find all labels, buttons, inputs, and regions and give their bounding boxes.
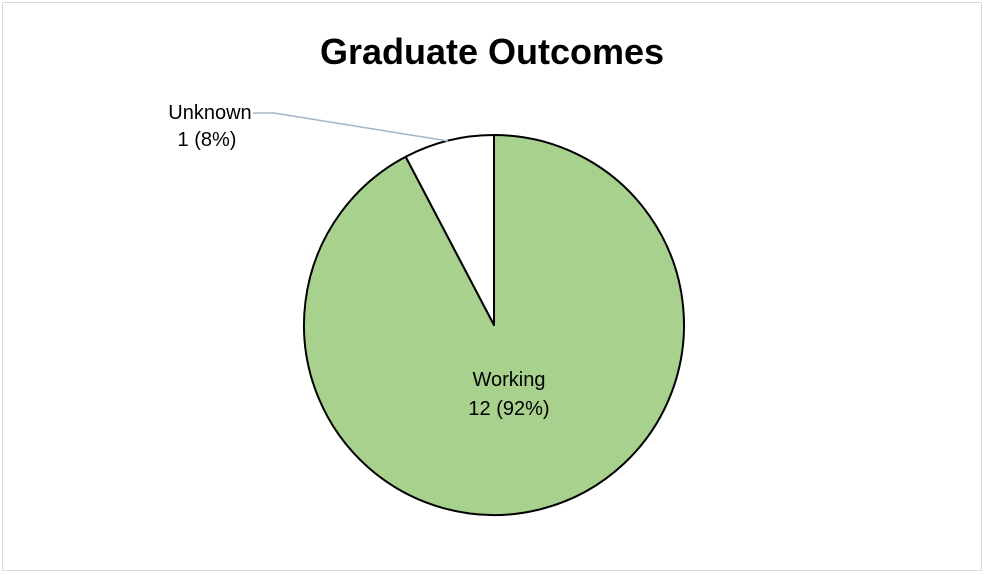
working-slice-label: Working [473, 369, 546, 391]
unknown-slice-label: Unknown [168, 102, 251, 124]
unknown-leader-line-segment [273, 112, 449, 142]
working-slice-value: 12 (92%) [468, 398, 549, 420]
chart-title: Graduate Outcomes [319, 31, 665, 72]
unknown-slice-value: 1 (8%) [178, 129, 237, 151]
pie-slice-unknown [404, 134, 495, 326]
